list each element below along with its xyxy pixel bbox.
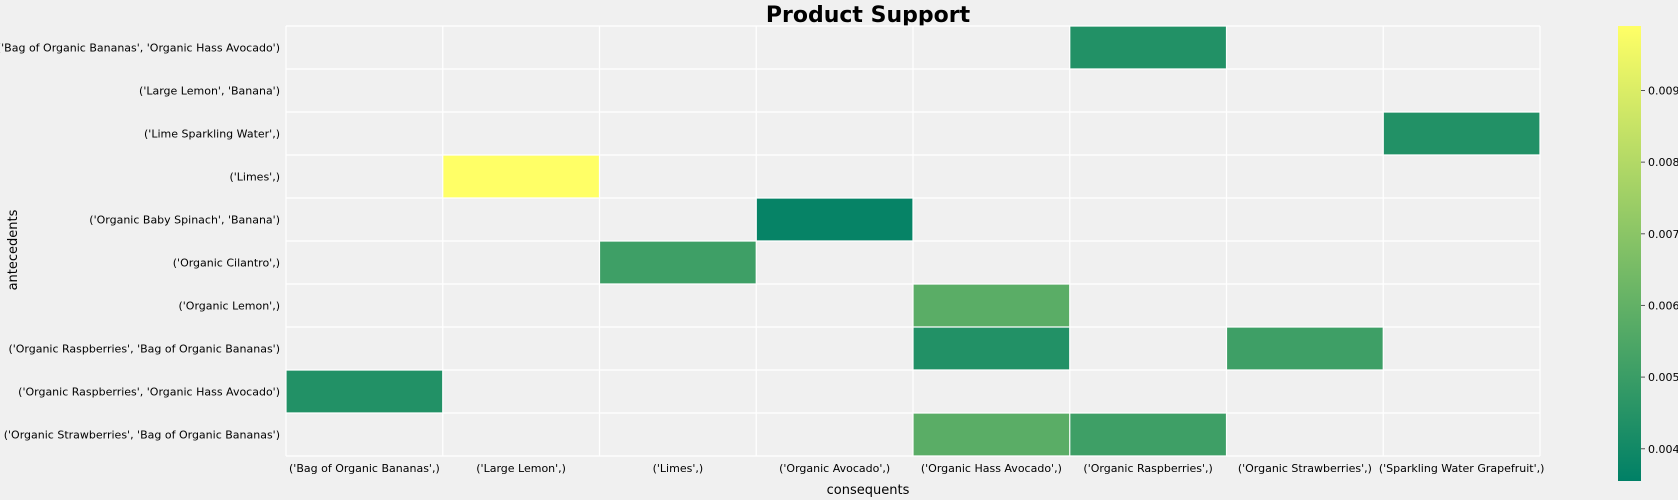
y-tick-label: ('Organic Raspberries', 'Bag of Organic … [8, 343, 280, 356]
y-tick-label: ('Organic Raspberries', 'Organic Hass Av… [18, 386, 280, 399]
x-tick-label: ('Limes',) [653, 462, 704, 475]
heatmap-gridlines [285, 25, 1541, 457]
colorbar-tick-label: 0.007 [1648, 228, 1678, 241]
colorbar-tick-label: 0.005 [1648, 371, 1678, 384]
y-tick-label: ('Organic Baby Spinach', 'Banana') [89, 214, 280, 227]
heatmap-cell [1383, 112, 1540, 155]
heatmap-cell [1069, 26, 1227, 69]
x-tick-label: ('Organic Strawberries',) [1238, 462, 1372, 475]
x-tick-label: ('Organic Hass Avocado',) [921, 462, 1062, 475]
x-tick-label: ('Bag of Organic Bananas',) [289, 462, 440, 475]
y-tick-label: ('Large Lemon', 'Banana') [139, 85, 280, 98]
y-tick-label: ('Lime Sparkling Water',) [144, 128, 280, 141]
x-tick-label: ('Sparkling Water Grapefruit',) [1379, 462, 1545, 475]
colorbar-tick-label: 0.004 [1648, 443, 1678, 456]
y-tick-label: ('Organic Strawberries', 'Bag of Organic… [4, 429, 280, 442]
colorbar [1618, 26, 1641, 481]
colorbar-tick-label: 0.009 [1648, 84, 1678, 97]
heatmap-cells [286, 26, 1540, 456]
y-tick-label: ('Limes',) [229, 171, 280, 184]
colorbar-ticks: 0.004 0.005 0.006 0.007 0.008 0.009 [1641, 84, 1678, 456]
y-tick-labels: ('Bag of Organic Bananas', 'Organic Hass… [0, 42, 280, 442]
x-tick-label: ('Organic Avocado',) [779, 462, 890, 475]
heatmap-cell [442, 155, 600, 198]
x-tick-label: ('Large Lemon',) [476, 462, 566, 475]
colorbar-tick-label: 0.008 [1648, 156, 1678, 169]
heatmap-cell [913, 327, 1070, 370]
x-tick-label: ('Organic Raspberries',) [1083, 462, 1212, 475]
heatmap-cell [286, 370, 443, 413]
chart-title: Product Support [766, 3, 971, 28]
heatmap-cell [756, 198, 913, 241]
heatmap-cell [1226, 327, 1384, 370]
x-tick-labels: ('Bag of Organic Bananas',) ('Large Lemon… [289, 462, 1544, 475]
colorbar-tick-label: 0.006 [1648, 299, 1678, 312]
heatmap-cell [599, 241, 757, 284]
y-tick-label: ('Bag of Organic Bananas', 'Organic Hass… [0, 42, 280, 55]
heatmap-cell [913, 413, 1070, 456]
heatmap-cell [1069, 413, 1227, 456]
y-tick-label: ('Organic Lemon',) [178, 300, 280, 313]
x-axis-label: consequents [827, 483, 910, 498]
heatmap-cell [913, 284, 1070, 327]
y-tick-label: ('Organic Cilantro',) [173, 257, 280, 270]
y-axis-label: antecedents [6, 209, 21, 290]
